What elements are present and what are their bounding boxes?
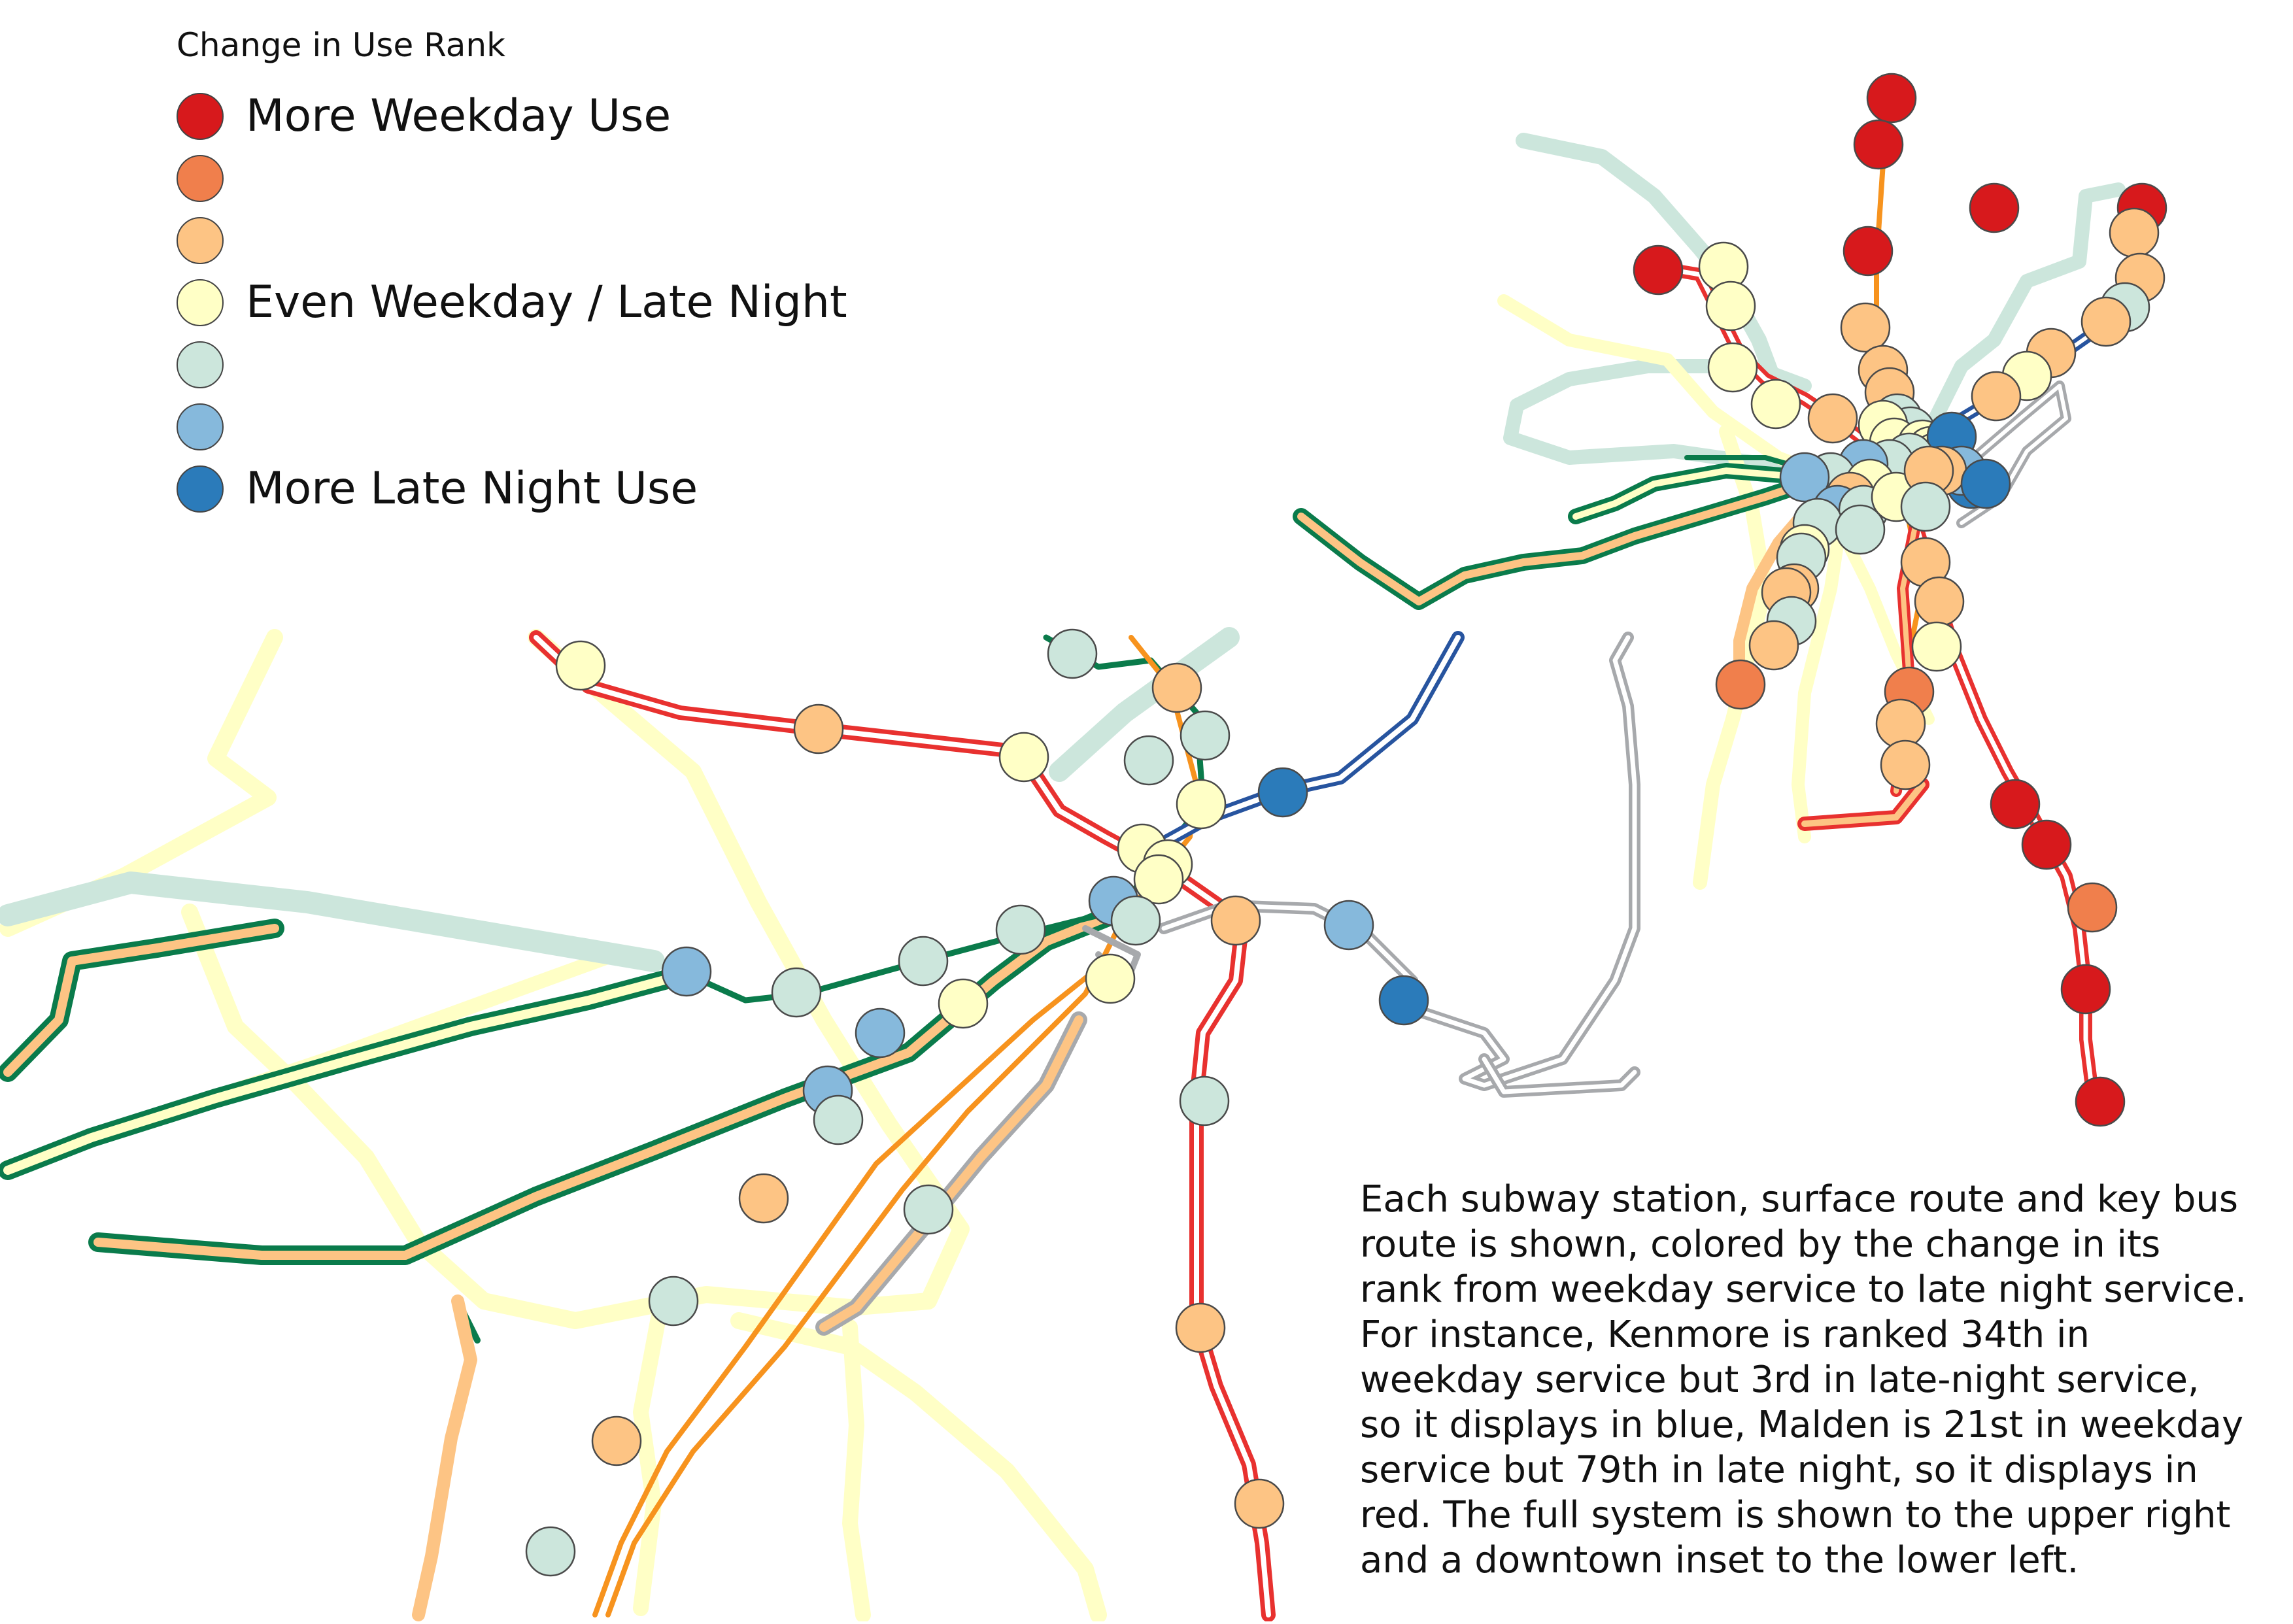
map-description: Each subway station, surface route and k…: [1360, 1178, 2247, 1582]
station-system-59: [1971, 371, 2022, 422]
station-system-9: [1840, 302, 1891, 353]
legend-item-level-6: [177, 402, 246, 452]
legend-label-more-late-night: More Late Night Use: [246, 463, 698, 515]
station-inset-1: [555, 640, 606, 691]
station-inset-7: [1123, 735, 1174, 786]
station-inset-32: [591, 1415, 642, 1466]
system-peach-branch: [1733, 491, 1824, 692]
green-line-d-core: [93, 911, 1116, 1260]
station-inset-12: [1133, 854, 1184, 905]
bus-route-mint-2: [1049, 627, 1240, 782]
station-system-65: [2075, 1076, 2126, 1127]
station-inset-26: [813, 1094, 864, 1145]
station-system-28: [1779, 452, 1830, 503]
bus-route-even-4: [730, 1312, 1107, 1623]
legend-swatch-level-5: [177, 341, 224, 388]
station-inset-6: [1180, 710, 1231, 761]
legend-swatch-level-3: [177, 217, 224, 264]
system-orange-south-core: [1801, 781, 1926, 827]
orange-line-inset-b: [592, 913, 1127, 1617]
legend-swatch-level-2: [177, 155, 224, 202]
station-system-53: [2109, 207, 2160, 258]
station-inset-9: [1257, 767, 1308, 818]
system-green-west-core: [1297, 480, 1809, 605]
station-inset-3: [998, 732, 1049, 783]
station-system-2: [1853, 119, 1904, 170]
station-inset-27: [1179, 1075, 1230, 1126]
system-green-west-casing: [1293, 475, 1813, 610]
system-bus-even-3: [1792, 451, 1857, 843]
station-inset-21: [771, 967, 822, 1018]
station-system-50: [1880, 739, 1931, 790]
station-system-3: [1843, 226, 1894, 277]
station-system-56: [2081, 296, 2132, 347]
station-system-43: [1914, 576, 1965, 627]
legend-item-level-3: [177, 216, 246, 265]
legend-label-more-weekday: More Weekday Use: [246, 90, 671, 142]
legend-item-level-2: [177, 154, 246, 203]
legend-label-even: Even Weekday / Late Night: [246, 277, 847, 328]
station-system-37: [1835, 504, 1886, 555]
station-inset-31: [1175, 1302, 1226, 1353]
legend-swatch-level-6: [177, 403, 224, 450]
silver-line-inset-c-core: [819, 1015, 1083, 1332]
bus-route-even-5: [633, 1300, 668, 1616]
station-inset-23: [938, 978, 989, 1029]
station-inset-14: [1110, 895, 1161, 946]
system-bus-mint-3: [1922, 182, 2126, 439]
station-system-60: [1960, 458, 2011, 509]
system-green-mid-core: [1572, 467, 1808, 520]
green-line-b-core: [3, 924, 279, 1077]
station-inset-34: [525, 1526, 576, 1577]
station-system-4: [1633, 245, 1684, 296]
station-system-8: [1750, 379, 1801, 430]
station-inset-4: [1047, 628, 1098, 679]
station-system-62: [2021, 819, 2072, 870]
station-inset-5: [1151, 662, 1202, 713]
legend-swatch-more-weekday: [177, 93, 224, 140]
station-inset-28: [738, 1173, 789, 1224]
station-inset-24: [855, 1007, 906, 1058]
station-inset-30: [648, 1276, 699, 1327]
station-inset-2: [793, 703, 844, 754]
station-inset-19: [898, 936, 949, 987]
station-markers: [525, 73, 2167, 1577]
green-line-c-core: [3, 970, 691, 1175]
station-system-35: [1900, 481, 1951, 532]
legend-item-more-late-night: More Late Night Use: [177, 464, 698, 514]
station-system-61: [1990, 779, 2041, 830]
station-system-63: [2067, 882, 2118, 933]
legend-item-even: Even Weekday / Late Night: [177, 278, 847, 328]
station-system-51: [1969, 182, 2020, 233]
station-inset-8: [1176, 779, 1227, 830]
legend-swatch-even: [177, 279, 224, 326]
station-system-45: [1748, 620, 1799, 671]
station-system-1: [1866, 73, 1917, 124]
station-system-12: [1807, 393, 1858, 444]
station-inset-20: [661, 946, 712, 997]
station-inset-15: [1210, 895, 1261, 946]
station-system-7: [1707, 342, 1758, 393]
bus-route-even-6: [842, 1319, 871, 1623]
station-inset-33: [1234, 1478, 1285, 1529]
station-inset-18: [995, 904, 1046, 955]
system-bus-mint-1: [1516, 133, 1786, 400]
station-inset-17: [1378, 975, 1429, 1026]
station-system-64: [2060, 964, 2111, 1015]
station-system-46: [1911, 621, 1962, 672]
station-system-6: [1705, 280, 1756, 331]
station-system-47: [1715, 659, 1766, 710]
station-inset-22: [1085, 953, 1136, 1004]
legend-title: Change in Use Rank: [177, 26, 506, 64]
silver-line-inset-b-core: [1482, 1057, 1637, 1094]
legend-item-level-5: [177, 340, 246, 390]
legend-item-more-weekday: More Weekday Use: [177, 92, 671, 141]
legend-swatch-more-late-night: [177, 465, 224, 513]
station-inset-16: [1323, 900, 1374, 951]
bus-route-mint-1: [0, 871, 665, 972]
station-inset-29: [903, 1184, 954, 1235]
green-line-d-south: [412, 1294, 477, 1621]
